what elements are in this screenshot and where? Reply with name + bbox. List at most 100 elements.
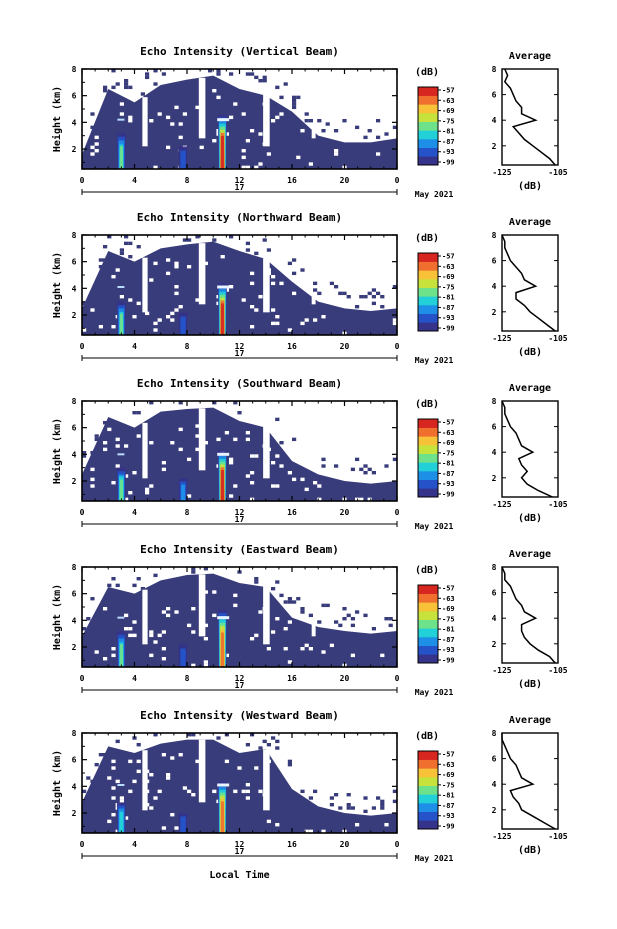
- colorbar-segment: [418, 445, 438, 454]
- colorbar-segment: [418, 811, 438, 821]
- echo-plume: [220, 801, 225, 833]
- echo-cell: [245, 72, 250, 76]
- echo-cell: [371, 806, 376, 810]
- echo-cell: [376, 796, 381, 800]
- date-label: May 2021: [415, 190, 454, 199]
- echo-cell: [266, 248, 271, 252]
- echo-plume: [119, 813, 124, 833]
- echo-cell: [376, 119, 381, 123]
- echo-cell: [380, 806, 385, 810]
- echo-gap: [233, 437, 238, 442]
- echo-gap: [195, 424, 200, 428]
- x-tick-label: 4: [132, 508, 137, 517]
- x-tick-label: 8: [185, 674, 190, 683]
- colorbar-segment: [418, 156, 438, 166]
- echo-gap: [178, 753, 183, 757]
- echo-cell: [82, 627, 87, 631]
- colorbar-tick-label: -93: [442, 314, 455, 322]
- panel-3: Echo Intensity (Eastward Beam) 2 4 6 8 Height…: [51, 543, 568, 697]
- echo-gap: [166, 315, 171, 319]
- colorbar-segment: [418, 279, 438, 288]
- y-axis-label: Height (km): [51, 750, 63, 816]
- echo-plume: [220, 303, 225, 335]
- echo-gap: [350, 653, 355, 658]
- colorbar-segment: [418, 628, 438, 638]
- x-tick-label: 8: [185, 840, 190, 849]
- bright-band: [217, 118, 230, 122]
- echo-cell: [119, 251, 124, 256]
- x-tick-label: 4: [132, 840, 137, 849]
- echo-cell: [90, 125, 95, 130]
- average-title: Average: [509, 217, 551, 228]
- echo-cell: [342, 119, 347, 123]
- echo-cell: [258, 79, 263, 83]
- echo-gap: [334, 149, 339, 153]
- colorbar-segment: [418, 305, 438, 314]
- echo-cell: [86, 776, 91, 780]
- echo-gap: [254, 766, 259, 770]
- echo-gap: [115, 268, 120, 272]
- echo-cell: [363, 809, 368, 814]
- echo-gap: [145, 491, 150, 495]
- echo-gap: [313, 481, 318, 485]
- echo-gap: [254, 454, 259, 458]
- echo-gap: [119, 102, 124, 106]
- x-tick-label: 4: [132, 342, 137, 351]
- echo-gap: [195, 447, 200, 452]
- echo-gap: [321, 650, 326, 654]
- clear-streak: [311, 296, 316, 305]
- echo-gap: [128, 627, 133, 631]
- x-tick-label: 12: [235, 508, 245, 517]
- echo-gap: [111, 275, 116, 279]
- echo-plume: [181, 651, 185, 667]
- echo-gap: [187, 789, 192, 794]
- echo-plume: [181, 485, 185, 501]
- echo-plume: [220, 632, 225, 667]
- colorbar-segment: [418, 785, 438, 795]
- echo-cell: [149, 401, 154, 405]
- echo-gap: [271, 119, 276, 123]
- echo-cell: [82, 789, 87, 794]
- echo-cell: [300, 607, 305, 611]
- echo-gap: [174, 285, 179, 289]
- y-axis-label: Height (km): [51, 584, 63, 650]
- date-label: May 2021: [415, 688, 454, 697]
- echo-cell: [292, 437, 297, 442]
- echo-gap: [258, 789, 263, 794]
- average-y-tick-label: 2: [492, 308, 497, 317]
- echo-gap: [367, 497, 372, 501]
- echo-gap: [107, 776, 112, 780]
- day-label: 17: [235, 183, 245, 192]
- echo-gap: [124, 444, 129, 448]
- x-tick-label: 0: [395, 508, 400, 517]
- colorbar-frame: [417, 584, 439, 664]
- echo-gap: [153, 640, 158, 644]
- echo-cell: [182, 238, 187, 242]
- echo-cell: [153, 573, 158, 578]
- colorbar-tick-label: -69: [442, 107, 455, 115]
- x-tick-label: 0: [80, 674, 85, 683]
- echo-gap: [195, 298, 200, 302]
- x-tick-label: 4: [132, 674, 137, 683]
- echo-gap: [245, 474, 250, 478]
- y-tick-label: 4: [72, 284, 77, 293]
- echo-gap: [203, 663, 208, 667]
- echo-cell: [140, 92, 145, 96]
- echo-gap: [115, 437, 120, 442]
- echo-cell: [317, 620, 322, 624]
- echo-gap: [250, 305, 255, 309]
- echo-gap: [258, 295, 263, 299]
- echo-gap: [275, 115, 280, 120]
- colorbar-segment: [418, 479, 438, 489]
- average-y-tick-label: 6: [492, 423, 497, 432]
- echo-gap: [258, 132, 263, 136]
- echo-gap: [392, 318, 397, 322]
- echo-gap: [191, 793, 196, 797]
- average-y-tick-label: 4: [492, 780, 497, 789]
- echo-gap: [161, 826, 166, 830]
- echo-cell: [392, 125, 397, 130]
- y-tick-label: 2: [72, 311, 77, 320]
- echo-cell: [275, 746, 280, 750]
- echo-gap: [317, 497, 322, 501]
